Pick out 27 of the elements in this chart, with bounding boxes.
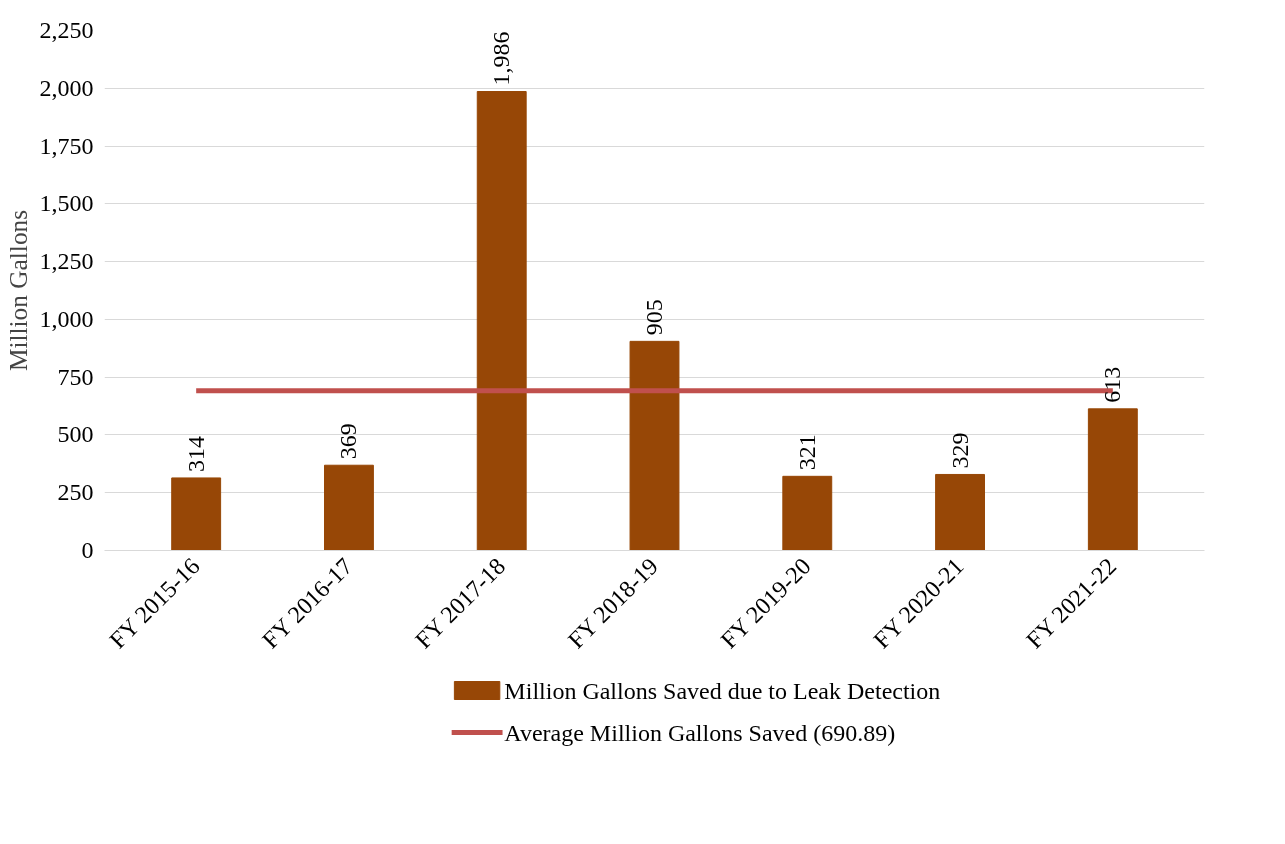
y-tick-label: 2,250	[39, 17, 94, 43]
bar	[171, 477, 222, 551]
y-tick-label: 2,000	[39, 74, 94, 101]
bar	[324, 464, 374, 551]
y-tick-label: 750	[57, 363, 94, 390]
y-axis-title: Million Gallons	[3, 209, 32, 372]
data-label: 905	[641, 299, 667, 336]
data-label: 1,986	[488, 31, 515, 86]
y-tick-label: 500	[57, 421, 94, 448]
data-label: 613	[1099, 366, 1126, 403]
y-tick-label: 1,250	[39, 248, 94, 275]
data-label: 314	[182, 435, 209, 472]
y-tick-label: 1,500	[39, 190, 94, 217]
data-label: 369	[335, 423, 362, 460]
y-tick-label: 1,750	[39, 132, 94, 159]
bar	[629, 340, 680, 551]
legend-label: Average Million Gallons Saved (690.89)	[504, 719, 896, 746]
bar	[476, 91, 527, 551]
bar	[1087, 408, 1138, 551]
y-tick-label: 0	[81, 537, 94, 563]
data-label: 321	[793, 434, 820, 471]
legend-label: Million Gallons Saved due to Leak Detection	[504, 677, 941, 704]
bar	[935, 473, 985, 551]
bar	[782, 475, 833, 551]
y-tick-label: 1,000	[39, 305, 94, 332]
data-label: 329	[946, 432, 973, 469]
y-tick-label: 250	[57, 479, 94, 506]
